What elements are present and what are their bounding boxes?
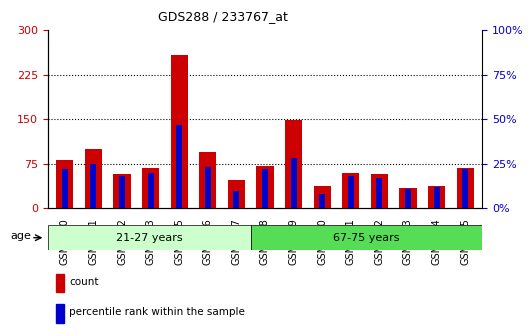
Bar <box>199 152 216 208</box>
Text: percentile rank within the sample: percentile rank within the sample <box>69 307 245 318</box>
Bar <box>428 186 445 208</box>
Text: 67-75 years: 67-75 years <box>333 233 400 243</box>
Bar <box>171 55 188 208</box>
Bar <box>56 304 64 323</box>
Bar <box>262 169 268 208</box>
Bar <box>56 274 64 292</box>
Bar <box>456 168 474 208</box>
Bar <box>233 191 240 208</box>
Bar <box>342 173 359 208</box>
Bar <box>462 169 468 208</box>
Bar <box>376 178 382 208</box>
Bar <box>142 168 159 208</box>
Bar <box>85 149 102 208</box>
Text: count: count <box>69 277 99 287</box>
Bar <box>91 164 96 208</box>
Bar <box>285 121 302 208</box>
Bar <box>56 160 74 208</box>
Bar <box>228 180 245 208</box>
Bar <box>205 167 211 208</box>
Bar <box>113 174 130 208</box>
Bar <box>314 186 331 208</box>
Text: GDS288 / 233767_at: GDS288 / 233767_at <box>157 10 288 23</box>
Bar <box>348 176 354 208</box>
Bar <box>119 176 125 208</box>
Bar <box>319 194 325 208</box>
Bar <box>290 159 297 208</box>
Bar <box>257 166 273 208</box>
Bar <box>176 125 182 208</box>
Bar <box>148 173 154 208</box>
Bar <box>434 187 439 208</box>
Text: age: age <box>11 232 31 242</box>
Bar <box>400 187 417 208</box>
Bar <box>371 174 388 208</box>
Bar <box>251 225 482 250</box>
Text: 21-27 years: 21-27 years <box>116 233 182 243</box>
Bar <box>48 225 251 250</box>
Bar <box>405 189 411 208</box>
Bar <box>62 169 68 208</box>
